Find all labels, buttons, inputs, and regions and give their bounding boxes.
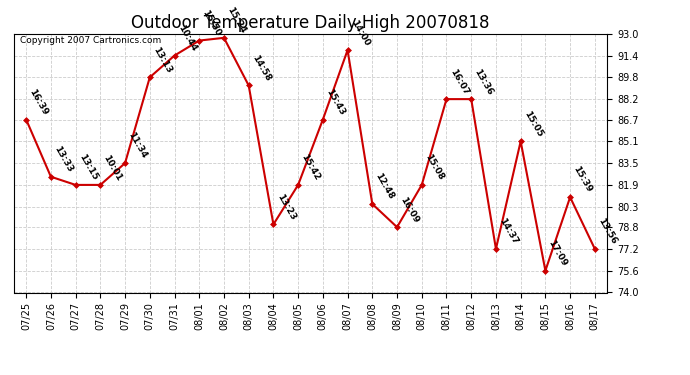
Text: 15:42: 15:42 xyxy=(299,153,322,182)
Text: 10:44: 10:44 xyxy=(176,23,198,53)
Text: 10:01: 10:01 xyxy=(101,153,124,182)
Text: 13:33: 13:33 xyxy=(52,145,75,174)
Text: 15:50: 15:50 xyxy=(201,9,223,38)
Text: 13:36: 13:36 xyxy=(473,67,495,96)
Title: Outdoor Temperature Daily High 20070818: Outdoor Temperature Daily High 20070818 xyxy=(131,14,490,32)
Text: 13:13: 13:13 xyxy=(151,45,173,75)
Text: 15:24: 15:24 xyxy=(226,6,248,35)
Text: 16:39: 16:39 xyxy=(28,87,50,117)
Text: 15:39: 15:39 xyxy=(571,165,593,194)
Text: 13:23: 13:23 xyxy=(275,192,297,222)
Text: 14:37: 14:37 xyxy=(497,217,520,246)
Text: 16:07: 16:07 xyxy=(448,67,470,96)
Text: 13:56: 13:56 xyxy=(596,217,618,246)
Text: 16:09: 16:09 xyxy=(398,195,420,224)
Text: 12:48: 12:48 xyxy=(374,172,396,201)
Text: Copyright 2007 Cartronics.com: Copyright 2007 Cartronics.com xyxy=(20,36,161,45)
Text: 13:15: 13:15 xyxy=(77,153,99,182)
Text: 14:00: 14:00 xyxy=(349,18,371,47)
Text: 14:58: 14:58 xyxy=(250,53,273,83)
Text: 15:43: 15:43 xyxy=(324,87,346,117)
Text: 11:34: 11:34 xyxy=(126,131,148,160)
Text: 17:09: 17:09 xyxy=(546,238,569,268)
Text: 15:08: 15:08 xyxy=(423,153,445,182)
Text: 15:05: 15:05 xyxy=(522,110,544,138)
